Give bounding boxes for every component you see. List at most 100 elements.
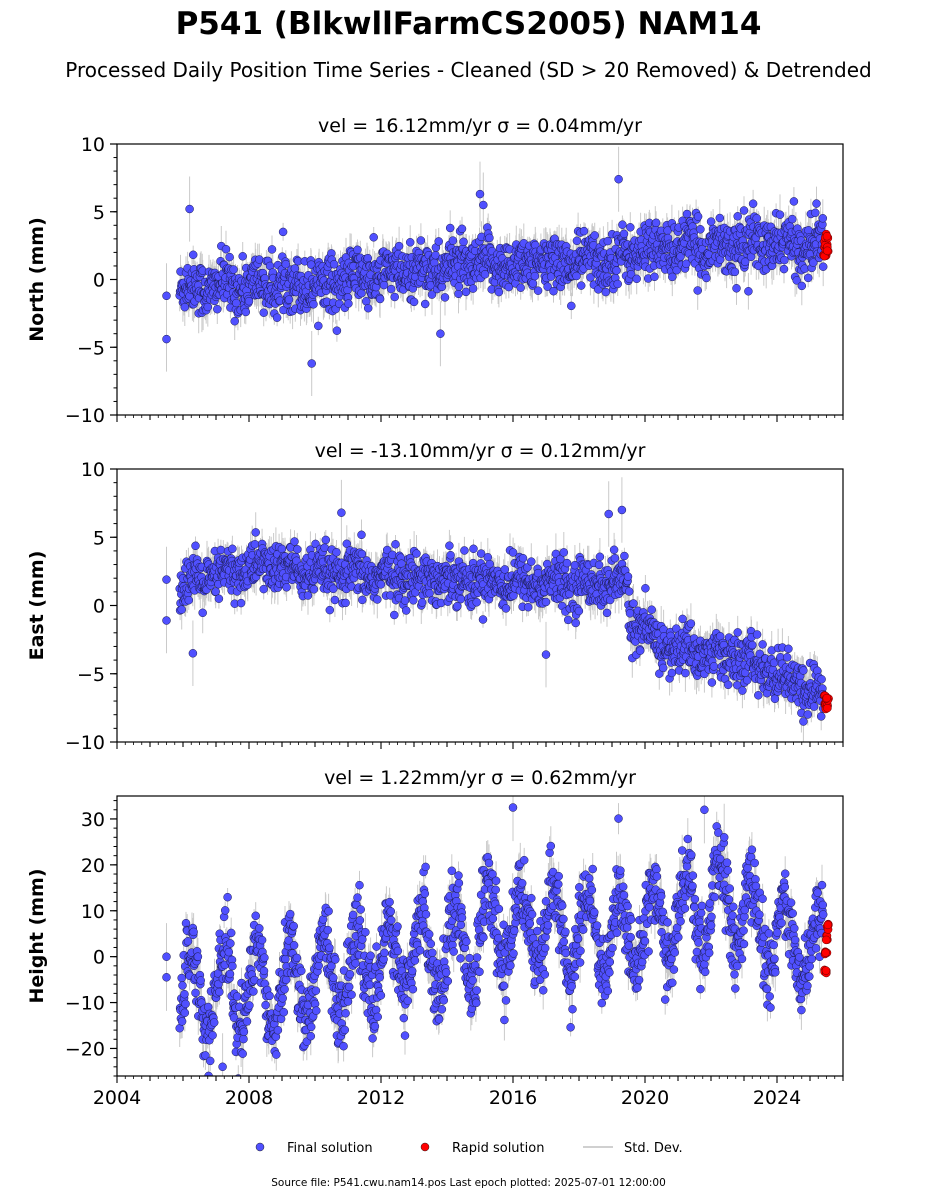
final-solution-point — [462, 937, 471, 946]
final-solution-point — [588, 864, 597, 874]
final-solution-point — [668, 978, 677, 988]
final-solution-point — [181, 999, 190, 1009]
final-solution-point — [619, 229, 629, 239]
final-solution-point — [696, 984, 705, 994]
final-solution-point — [576, 946, 585, 956]
final-solution-point — [162, 334, 171, 344]
final-solution-point — [443, 976, 453, 986]
final-solution-point — [779, 264, 789, 274]
final-solution-point — [468, 284, 478, 293]
final-solution-point — [590, 907, 599, 917]
final-solution-point — [180, 302, 190, 312]
final-solution-point — [441, 968, 451, 977]
final-solution-point — [696, 225, 705, 234]
final-solution-point — [587, 885, 597, 895]
final-solution-point — [257, 935, 267, 945]
final-solution-point — [188, 250, 198, 260]
final-solution-point — [211, 587, 220, 596]
final-solution-point — [400, 596, 410, 605]
panel-title: vel = 16.12mm/yr σ = 0.04mm/yr — [318, 115, 642, 137]
final-solution-point — [672, 265, 681, 275]
final-solution-point — [707, 678, 717, 687]
final-solution-point — [390, 292, 399, 302]
y-tick-label: 5 — [93, 527, 105, 549]
final-solution-point — [341, 1009, 350, 1018]
final-solution-point — [209, 1018, 219, 1027]
final-solution-point — [500, 1015, 509, 1025]
final-solution-point — [454, 871, 463, 880]
final-solution-point — [446, 550, 455, 560]
final-solution-point — [739, 926, 748, 935]
final-solution-point — [407, 966, 417, 976]
final-solution-point — [632, 274, 641, 284]
final-solution-point — [494, 904, 504, 914]
rapid-solution-point — [823, 246, 832, 256]
final-solution-point — [454, 282, 464, 291]
final-solution-point — [447, 866, 457, 876]
final-solution-point — [205, 1056, 215, 1066]
final-solution-point — [344, 982, 354, 992]
final-solution-point — [242, 1017, 252, 1026]
final-solution-point — [516, 283, 525, 292]
final-solution-point — [567, 301, 576, 311]
final-solution-point — [421, 910, 431, 919]
final-solution-point — [500, 565, 510, 574]
final-solution-point — [617, 505, 627, 515]
final-solution-point — [640, 936, 650, 946]
final-solution-point — [214, 594, 224, 603]
final-solution-point — [501, 604, 511, 613]
final-solution-point — [226, 928, 236, 938]
y-tick-label: 10 — [81, 134, 105, 156]
final-solution-point — [744, 287, 753, 296]
final-solution-point — [540, 943, 550, 953]
final-solution-points — [162, 174, 828, 368]
final-solution-point — [660, 995, 670, 1004]
final-solution-point — [510, 926, 519, 936]
final-solution-point — [658, 907, 668, 917]
final-solution-point — [491, 876, 501, 886]
final-solution-point — [415, 946, 425, 955]
final-solution-point — [280, 985, 289, 994]
final-solution-point — [543, 282, 552, 291]
final-solution-point — [730, 267, 740, 277]
final-solution-point — [472, 986, 481, 995]
final-solution-point — [484, 858, 494, 868]
final-solution-point — [690, 894, 700, 904]
final-solution-point — [494, 933, 503, 943]
final-solution-point — [238, 1049, 247, 1058]
final-solution-point — [265, 991, 274, 1001]
final-solution-point — [601, 287, 611, 297]
final-solution-point — [574, 606, 584, 616]
final-solution-point — [812, 199, 821, 208]
final-solution-point — [622, 923, 632, 932]
final-solution-point — [625, 609, 635, 618]
final-solution-point — [358, 595, 367, 605]
final-solution-point — [572, 236, 582, 246]
final-solution-point — [208, 1031, 217, 1040]
final-solution-point — [527, 910, 537, 919]
final-solution-point — [281, 975, 291, 985]
final-solution-point — [626, 915, 636, 924]
final-solution-point — [541, 597, 551, 607]
final-solution-point — [478, 615, 488, 624]
final-solution-point — [244, 296, 254, 306]
final-solution-point — [724, 895, 734, 904]
final-solution-point — [196, 976, 205, 985]
final-solution-point — [557, 901, 567, 910]
final-solution-point — [667, 668, 677, 678]
final-solution-point — [494, 287, 504, 297]
final-solution-point — [261, 1000, 270, 1010]
final-solution-point — [329, 973, 338, 983]
final-solution-point — [707, 912, 716, 922]
final-solution-point — [361, 927, 370, 937]
final-solution-point — [613, 279, 622, 289]
final-solution-point — [162, 616, 171, 625]
final-solution-point — [220, 906, 230, 915]
final-solution-point — [732, 284, 741, 293]
final-solution-point — [449, 947, 458, 956]
final-solution-point — [366, 951, 375, 960]
final-solution-point — [715, 213, 725, 223]
final-solution-point — [457, 224, 467, 234]
final-solution-point — [472, 953, 482, 962]
